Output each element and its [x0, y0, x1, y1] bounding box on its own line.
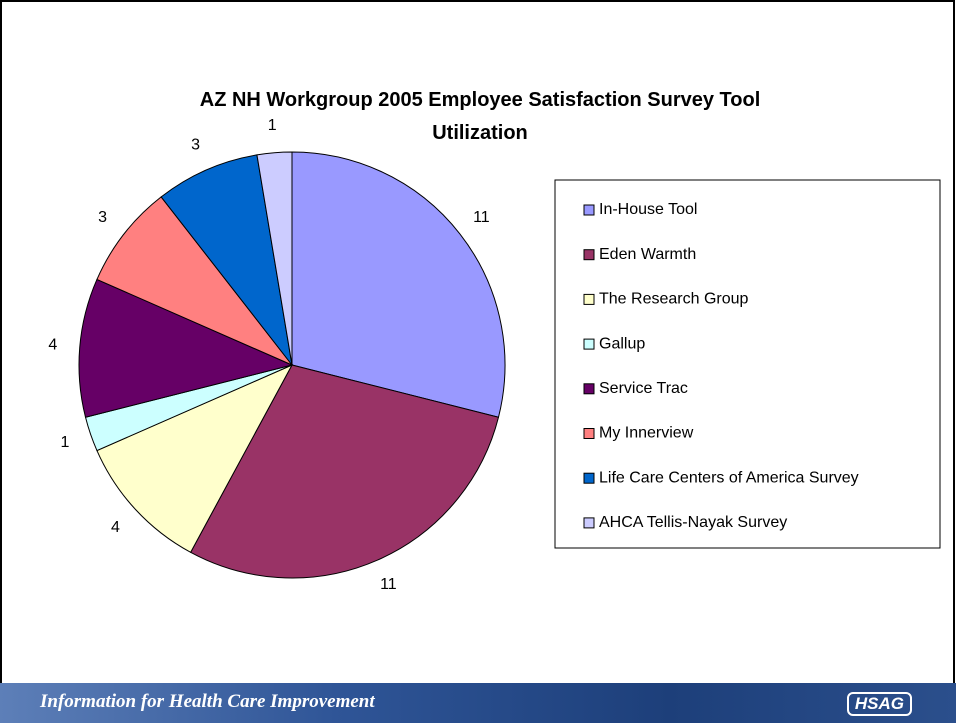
- chart-title: AZ NH Workgroup 2005 Employee Satisfacti…: [199, 89, 761, 144]
- pie-slice: [160, 154, 293, 366]
- legend-label: Life Care Centers of America Survey: [599, 469, 859, 486]
- footer-tagline: Information for Health Care Improvement: [40, 691, 375, 712]
- data-label: 4: [111, 519, 120, 536]
- data-label: 3: [98, 209, 107, 226]
- legend-label: Eden Warmth: [599, 246, 696, 263]
- pie-slice: [256, 151, 293, 366]
- legend-label: My Innerview: [599, 425, 694, 442]
- legend-swatch: [583, 383, 595, 395]
- legend-swatch: [583, 472, 595, 484]
- pie-slice: [96, 363, 294, 554]
- data-label: 4: [48, 336, 57, 353]
- legend-swatch: [583, 249, 595, 261]
- pie-slice: [78, 278, 294, 418]
- pie-slice: [189, 364, 500, 579]
- legend-label: In-House Tool: [599, 201, 697, 218]
- legend-label: AHCA Tellis-Nayak Survey: [599, 514, 787, 531]
- data-label: 3: [191, 136, 200, 153]
- footer-logo: HSAG: [846, 692, 912, 716]
- data-label: 11: [473, 209, 490, 226]
- legend-label: The Research Group: [599, 291, 749, 308]
- legend-label: Service Trac: [599, 380, 688, 397]
- pie-slice: [96, 196, 293, 366]
- legend-label: Gallup: [599, 335, 645, 352]
- data-label: 11: [380, 576, 397, 593]
- legend-swatch: [583, 517, 595, 529]
- legend-box: [554, 179, 941, 549]
- legend-swatch: [583, 428, 595, 439]
- data-label: 1: [61, 434, 70, 451]
- footer-band: Information for Health Care Improvement …: [0, 683, 956, 723]
- legend-swatch: [583, 204, 595, 216]
- data-label: 1: [268, 117, 277, 134]
- legend-swatch: [583, 293, 595, 305]
- pie-slice: [291, 151, 506, 418]
- legend-swatch: [583, 338, 595, 350]
